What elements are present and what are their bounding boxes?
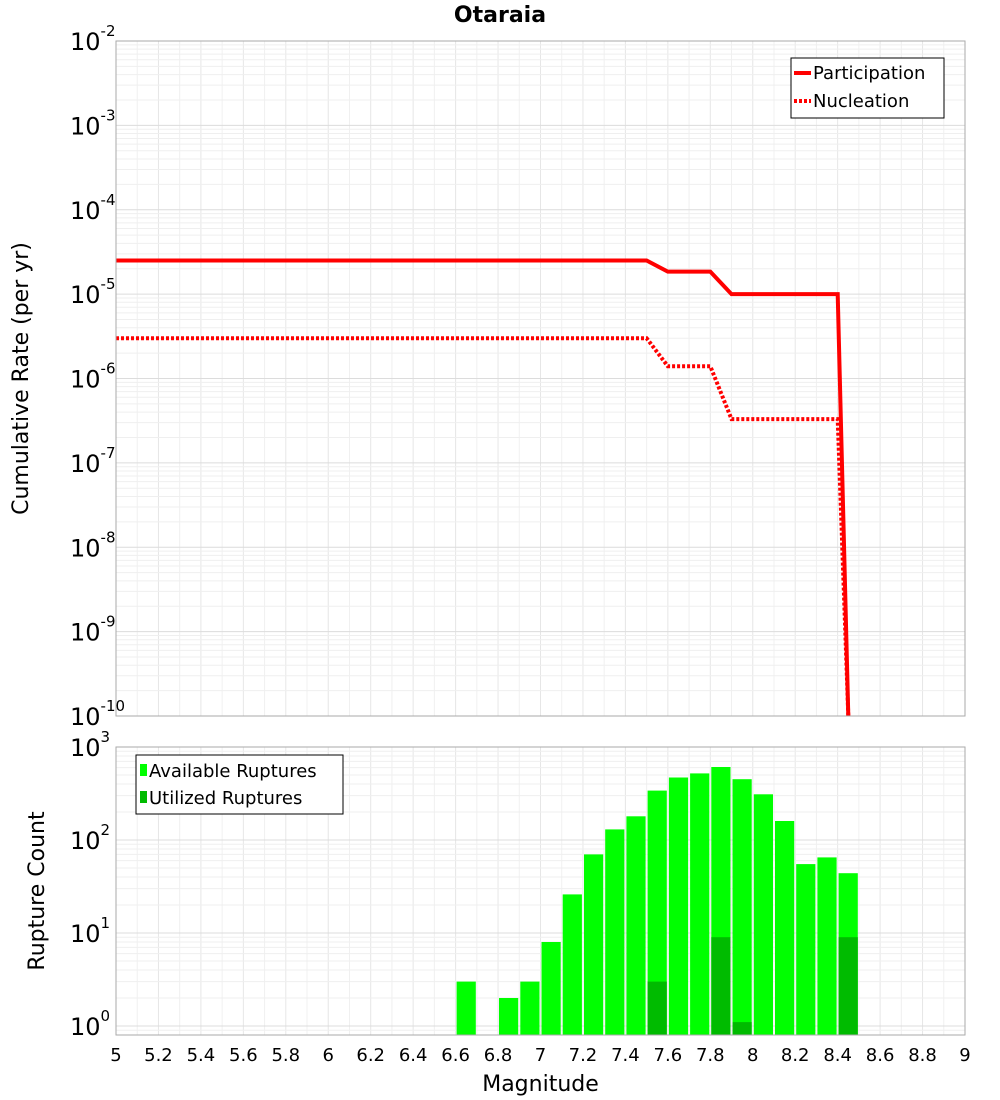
legend-swatch-utilized-ruptures (140, 791, 147, 803)
x-tick-label: 8.4 (823, 1045, 852, 1066)
available-bar (817, 857, 837, 1035)
x-tick-label: 7 (535, 1045, 546, 1066)
available-bar (456, 981, 476, 1035)
top-series-layer (116, 258, 851, 717)
available-bar (499, 998, 519, 1035)
x-tick-label: 6.4 (399, 1045, 428, 1066)
legend-label-participation: Participation (813, 63, 925, 84)
bottom-legend-box (135, 754, 344, 815)
bottom-y-ticks: 103 102 101 100 (70, 728, 110, 1041)
x-tick-label: 7.4 (611, 1045, 640, 1066)
top-grid (115, 41, 966, 717)
top-y-tick-label: 10-7 (70, 444, 116, 478)
x-tick-label: 8.6 (866, 1045, 895, 1066)
x-tick-label: 7.2 (569, 1045, 598, 1066)
top-y-tick-label: 10-6 (70, 360, 116, 394)
x-tick-label: 6.8 (484, 1045, 513, 1066)
bottom-legend: Available Ruptures Utilized Ruptures (135, 754, 344, 815)
bottom-plot-frame (115, 746, 966, 1036)
top-y-tick-label: 10-10 (70, 697, 125, 731)
available-bar (732, 779, 752, 1035)
available-bar (796, 864, 816, 1035)
top-y-ticks: 10-2 10-3 10-4 10-5 10-6 10-7 10-8 10-9 10-10 (70, 22, 125, 731)
top-y-axis-label: Cumulative Rate (per yr) (9, 242, 34, 515)
x-tick-label: 5.8 (271, 1045, 300, 1066)
available-bar (562, 894, 582, 1035)
x-tick-label: 6 (323, 1045, 334, 1066)
x-tick-label: 5.6 (229, 1045, 258, 1066)
available-bar (690, 773, 710, 1035)
x-tick-label: 9 (959, 1045, 970, 1066)
bottom-y-tick-label: 102 (70, 821, 110, 855)
available-bar (541, 942, 561, 1035)
x-tick-label: 5.2 (144, 1045, 173, 1066)
utilized-bar (732, 1022, 752, 1035)
available-bar (520, 981, 540, 1035)
available-bar (647, 790, 667, 1035)
x-tick-label: 5 (110, 1045, 121, 1066)
top-y-tick-label: 10-4 (70, 191, 116, 225)
chart-title: Otaraia (454, 3, 546, 28)
bottom-y-axis-label: Rupture Count (25, 811, 50, 971)
top-y-tick-label: 10-2 (70, 22, 116, 56)
top-y-tick-label: 10-8 (70, 528, 116, 562)
x-tick-label: 8 (747, 1045, 758, 1066)
bottom-y-tick-label: 103 (70, 728, 110, 762)
utilized-bar (647, 981, 667, 1035)
utilized-bar (838, 937, 858, 1035)
available-bar (584, 854, 604, 1035)
legend-label-nucleation: Nucleation (813, 91, 909, 112)
top-y-tick-label: 10-3 (70, 106, 116, 140)
x-tick-label: 6.2 (356, 1045, 385, 1066)
bottom-x-ticks: 5 5.2 5.4 5.6 5.8 6 6.2 6.4 6.6 6.8 7 7.2 7.4 7.6 7.8 8… (110, 1045, 970, 1066)
x-tick-label: 5.4 (187, 1045, 216, 1066)
bottom-y-tick-label: 100 (70, 1007, 110, 1041)
legend-swatch-available-ruptures (140, 764, 147, 776)
top-y-tick-label: 10-9 (70, 613, 116, 647)
series-line-nucleation (116, 336, 851, 717)
top-y-tick-label: 10-5 (70, 275, 116, 309)
x-tick-label: 6.6 (441, 1045, 470, 1066)
legend-label-available-ruptures: Available Ruptures (149, 761, 317, 782)
available-bar (775, 821, 795, 1035)
top-legend-box (790, 57, 945, 119)
x-tick-label: 7.8 (696, 1045, 725, 1066)
utilized-bar (711, 937, 731, 1035)
available-bar (605, 829, 625, 1035)
x-tick-label: 8.8 (908, 1045, 937, 1066)
x-axis-label: Magnitude (482, 1072, 599, 1097)
x-tick-label: 7.6 (654, 1045, 683, 1066)
bottom-bars-layer (456, 767, 858, 1035)
legend-label-utilized-ruptures: Utilized Ruptures (149, 788, 302, 809)
series-line-participation (116, 258, 851, 717)
bottom-y-tick-label: 101 (70, 914, 110, 948)
available-bar (626, 816, 646, 1035)
x-tick-label: 8.2 (781, 1045, 810, 1066)
top-plot-frame (115, 40, 966, 717)
available-bar (753, 794, 773, 1035)
top-legend: Participation Nucleation (790, 57, 945, 119)
available-bar (668, 777, 689, 1035)
